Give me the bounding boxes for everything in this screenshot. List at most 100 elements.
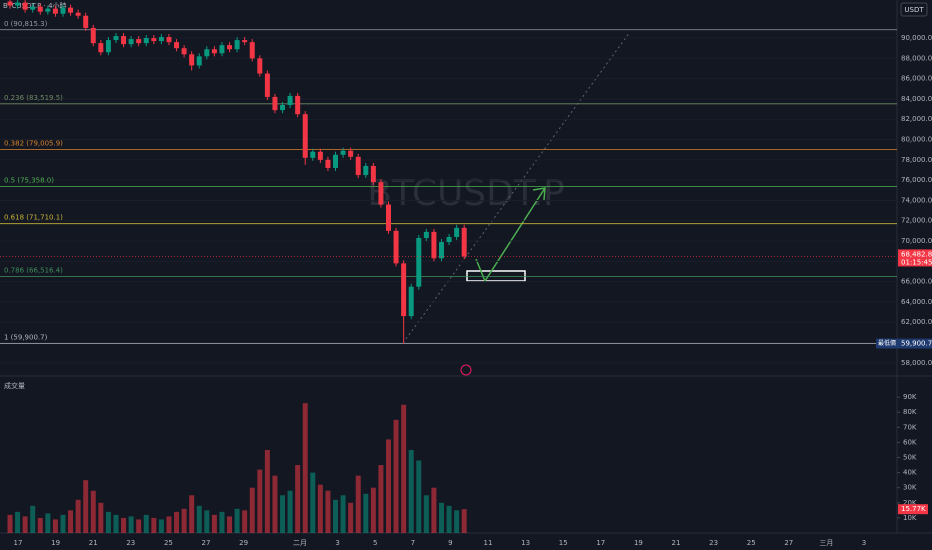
candle-body <box>219 45 225 54</box>
volume-bar <box>60 514 66 533</box>
x-tick-label: 21 <box>89 539 98 547</box>
volume-bar <box>204 510 210 533</box>
volume-bar <box>7 514 13 533</box>
candle-body <box>75 12 81 16</box>
volume-bar <box>105 511 111 533</box>
candle-body <box>333 154 339 168</box>
volume-bar <box>461 509 467 533</box>
volume-tick-label: 80K <box>903 408 917 416</box>
volume-bar <box>325 490 331 533</box>
volume-bar <box>454 510 460 533</box>
candle-body <box>461 227 467 257</box>
x-tick-label: 23 <box>126 539 135 547</box>
x-tick-label: 19 <box>634 539 643 547</box>
y-tick-label: 88,000.0 <box>901 54 932 62</box>
volume-bar <box>174 511 180 533</box>
x-tick-label: 3 <box>862 539 866 547</box>
x-tick-label: 3 <box>335 539 339 547</box>
volume-bar <box>45 513 51 533</box>
volume-bar <box>52 519 58 533</box>
x-tick-label: 15 <box>559 539 568 547</box>
candle-body <box>249 42 255 59</box>
y-tick-label: 76,000.0 <box>901 176 932 184</box>
y-tick-label: 90,000.0 <box>901 34 932 42</box>
projection-arrow <box>475 187 546 283</box>
volume-bar <box>302 403 308 533</box>
candle-body <box>310 151 316 158</box>
candle-body <box>98 43 104 53</box>
volume-bar <box>401 404 407 533</box>
candle-body <box>386 204 391 231</box>
candle-body <box>280 105 286 111</box>
volume-bar <box>227 516 233 533</box>
y-tick-label: 84,000.0 <box>901 95 932 103</box>
fib-label: 0.382 (79,005.9) <box>4 140 63 148</box>
volume-bar <box>333 499 339 533</box>
low-marker-tag <box>876 338 932 349</box>
candle-body <box>90 27 96 44</box>
y-tick-label: 66,000.0 <box>901 278 932 286</box>
x-tick-label: 11 <box>484 539 493 547</box>
volume-label: 成交量 <box>4 381 25 390</box>
y-tick-label: 58,000.0 <box>901 359 932 367</box>
trend-line <box>402 31 631 344</box>
volume-bar <box>370 487 376 533</box>
x-tick-label: 29 <box>239 539 248 547</box>
y-tick-label: 70,000.0 <box>901 237 932 245</box>
low-marker-label: 59,900.7 <box>901 340 932 348</box>
candle-body <box>325 159 331 168</box>
candle-body <box>317 151 323 160</box>
volume-tick-label: 50K <box>903 454 917 462</box>
candle-body <box>446 236 452 243</box>
y-tick-label: 72,000.0 <box>901 217 932 225</box>
low-marker-name: 最低價 <box>878 339 896 347</box>
candle-body <box>363 165 369 176</box>
candle-body <box>234 40 240 50</box>
x-tick-label: 二月 <box>293 539 307 547</box>
volume-tick-label: 10K <box>903 514 917 522</box>
volume-bar <box>249 487 255 533</box>
fib-label: 1 (59,900.7) <box>4 334 48 342</box>
volume-bar <box>151 517 157 533</box>
x-tick-label: 25 <box>747 539 756 547</box>
candle-body <box>105 40 111 53</box>
y-tick-label: 64,000.0 <box>901 298 932 306</box>
x-tick-label: 21 <box>672 539 681 547</box>
x-tick-label: 7 <box>411 539 415 547</box>
volume-bar <box>295 465 301 533</box>
candle-body <box>136 39 142 44</box>
volume-bar <box>363 493 369 533</box>
volume-bar <box>280 495 286 533</box>
volume-bar <box>272 475 278 533</box>
candle-body <box>52 8 58 14</box>
volume-tick-label: 70K <box>903 423 917 431</box>
event-icon[interactable] <box>460 364 472 376</box>
volume-tick-label: 60K <box>903 438 917 446</box>
volume-bar <box>257 469 263 533</box>
currency-button[interactable] <box>900 2 928 17</box>
x-tick-label: 9 <box>448 539 452 547</box>
x-tick-label: 5 <box>373 539 377 547</box>
candle-body <box>166 37 172 43</box>
volume-bar <box>340 495 346 533</box>
candle-body <box>128 39 134 45</box>
candle-body <box>431 231 437 259</box>
x-tick-label: 17 <box>596 539 605 547</box>
volume-bar <box>166 516 172 533</box>
volume-bar <box>113 514 119 533</box>
candle-body <box>401 263 407 317</box>
candle-body <box>68 7 74 13</box>
symbol-header: BTCUSDT.P · 4小時 <box>3 1 67 10</box>
volume-bar <box>219 511 225 533</box>
volume-bar <box>15 511 21 533</box>
volume-bar <box>386 439 391 533</box>
candle-body <box>302 114 308 158</box>
volume-bar <box>234 508 240 533</box>
candle-body <box>45 8 51 12</box>
volume-bar <box>189 495 195 533</box>
volume-bar <box>90 490 96 533</box>
candle-body <box>189 54 195 66</box>
candle-body <box>264 73 270 97</box>
